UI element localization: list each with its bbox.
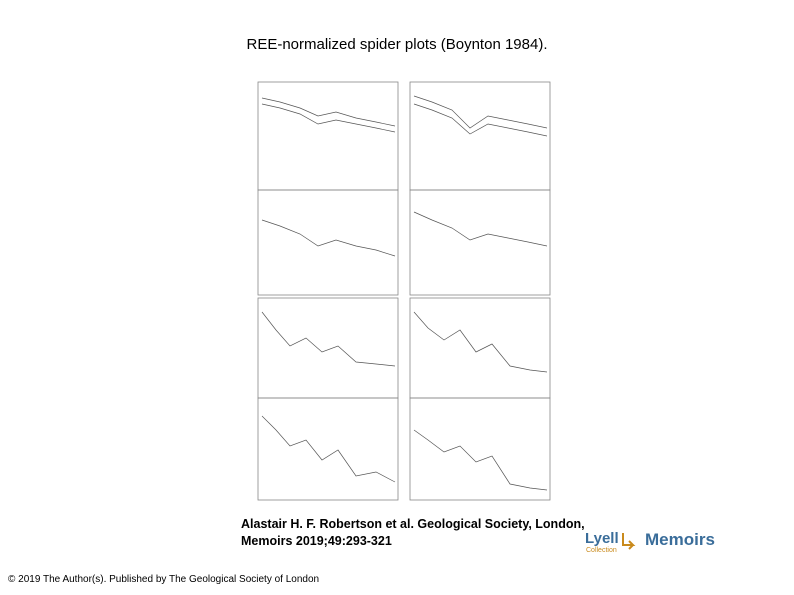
decor-line [261,311,396,367]
logo-subtext: Collection [586,547,617,554]
slide-title: REE-normalized spider plots (Boynton 198… [246,36,548,53]
decor-line [261,103,396,133]
decor-line [413,311,548,373]
panel [257,397,399,501]
panel [409,81,551,191]
panel [257,297,399,399]
decor-line [413,103,548,137]
decor-line [413,95,548,129]
decor-line [261,415,396,483]
decor-line [261,97,396,127]
decor-line [413,211,548,247]
decor-line [261,219,396,257]
logo-arrow [622,533,636,550]
caption-line: Alastair H. F. Robertson et al. Geologic… [241,517,585,531]
figure-panels [257,81,551,501]
copyright: © 2019 The Author(s). Published by The G… [8,574,320,585]
logo-text: Memoirs [645,530,715,549]
decor-line [413,429,548,491]
panel [409,397,551,501]
logo-text: Lyell [585,530,619,547]
panel [409,297,551,399]
figure-lines [261,95,548,491]
caption-line: Memoirs 2019;49:293-321 [241,534,392,548]
panel [257,189,399,296]
panel [409,189,551,296]
panel [257,81,399,191]
